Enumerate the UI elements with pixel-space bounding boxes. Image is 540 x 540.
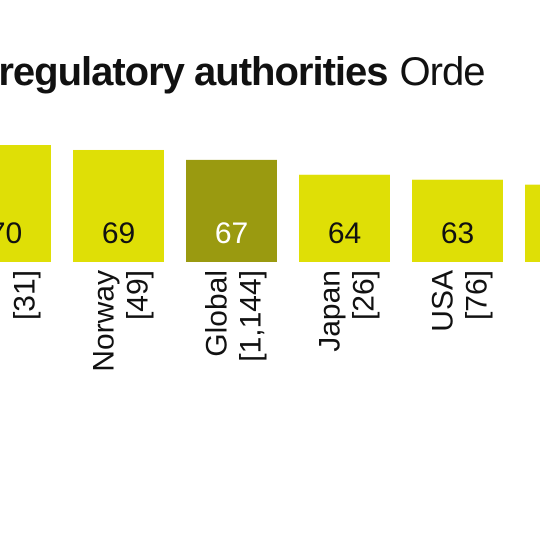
category-count-2: [1,144] — [235, 270, 268, 362]
category-name-3: Japan — [314, 270, 347, 352]
bar-5 — [525, 184, 540, 262]
category-label-group-3: Japan [26] — [314, 270, 381, 352]
category-name-4: USA — [427, 270, 460, 332]
category-count-3: [26] — [348, 270, 381, 320]
category-name-1: Norway — [88, 270, 121, 372]
category-count-1: [49] — [122, 270, 155, 320]
bar-4 — [412, 179, 503, 262]
bar-value-label-4: 63 — [441, 217, 474, 250]
chart-title-sub: Orde — [399, 50, 486, 94]
category-label-group-1: Norway [49] — [88, 270, 155, 372]
bar-value-label-1: 69 — [102, 217, 135, 250]
category-count-0: [31] — [9, 270, 42, 320]
category-label-group-4: USA [76] — [427, 270, 494, 332]
bar-value-label-2: 67 — [215, 217, 248, 250]
chart-title: -regulatory authorities Orde — [0, 50, 486, 95]
category-label-group-0: [31] — [9, 270, 42, 320]
bar-1 — [73, 149, 164, 262]
category-name-2: Global — [201, 270, 234, 357]
category-label-group-2: Global [1,144] — [201, 270, 268, 362]
chart-title-main: -regulatory authorities — [0, 50, 389, 94]
bar-0 — [0, 145, 51, 262]
bar-3 — [299, 174, 390, 262]
bar-value-label-3: 64 — [328, 217, 361, 250]
bar-2 — [186, 159, 277, 262]
bar-value-label-0: 70 — [0, 217, 22, 250]
category-count-4: [76] — [461, 270, 494, 320]
